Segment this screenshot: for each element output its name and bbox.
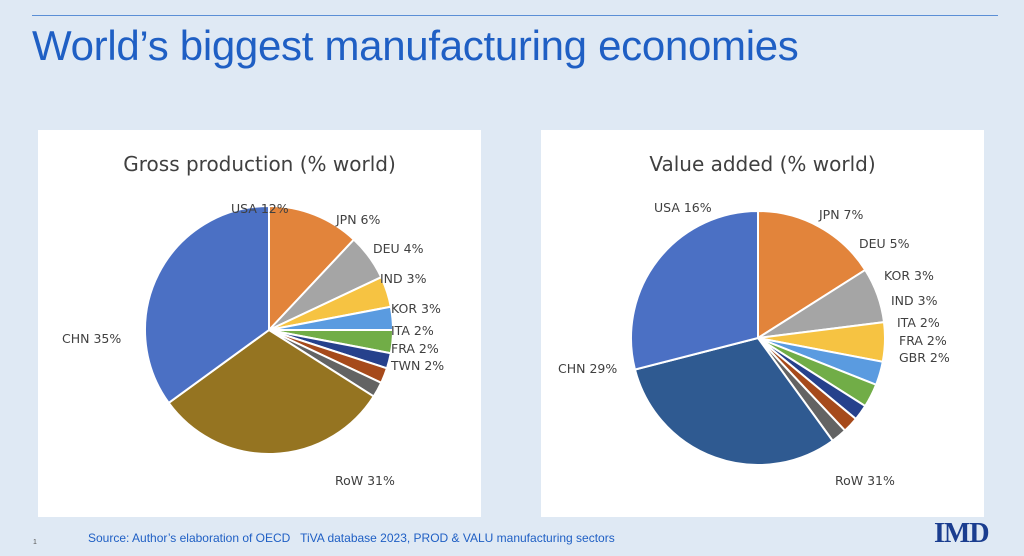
- value-added-pie-chart: Value added (% world) USA 16% JPN 7% DEU 5%…: [558, 152, 950, 488]
- slice-label-row: RoW 31%: [835, 473, 895, 488]
- page-number: 1: [33, 539, 37, 546]
- slide-title: World’s biggest manufacturing economies: [32, 22, 799, 69]
- slice-label-jpn: JPN 7%: [818, 207, 864, 222]
- slice-label-ind: IND 3%: [380, 271, 427, 286]
- pie-slice-row: [167, 328, 376, 456]
- slice-label-usa: USA 16%: [654, 200, 712, 215]
- gross-production-panel: Gross production (% world) USA 12% JPN 6% D…: [38, 130, 481, 517]
- slice-label-jpn: JPN 6%: [335, 212, 381, 227]
- pie-slice-row: [633, 336, 835, 466]
- slice-label-row: RoW 31%: [335, 473, 395, 488]
- pie-slice-chn: [630, 209, 759, 371]
- top-rule: [32, 15, 998, 16]
- slice-label-fra: FRA 2%: [899, 333, 947, 348]
- slice-label-deu: DEU 4%: [373, 241, 424, 256]
- slice-label-ita: ITA 2%: [897, 315, 940, 330]
- value-added-panel: Value added (% world) USA 16% JPN 7% DEU 5%…: [541, 130, 984, 517]
- chart-title: Gross production (% world): [123, 152, 396, 176]
- slice-label-usa: USA 12%: [231, 201, 289, 216]
- pie-slice-chn: [144, 204, 270, 405]
- slice-label-ita: ITA 2%: [391, 323, 434, 338]
- pie-slice-usa: [268, 204, 356, 333]
- slice-label-twn: TWN 2%: [390, 358, 444, 373]
- imd-logo: IMD: [934, 518, 990, 549]
- slice-label-deu: DEU 5%: [859, 236, 910, 251]
- slice-label-kor: KOR 3%: [391, 301, 441, 316]
- source-note: Source: Author’s elaboration of OECD TiV…: [88, 531, 615, 545]
- slice-label-chn: CHN 35%: [62, 331, 121, 346]
- chart-title: Value added (% world): [649, 152, 875, 176]
- slice-label-ind: IND 3%: [891, 293, 938, 308]
- pie-slice-usa: [757, 209, 867, 340]
- slice-label-fra: FRA 2%: [391, 341, 439, 356]
- slice-label-chn: CHN 29%: [558, 361, 617, 376]
- slice-label-kor: KOR 3%: [884, 268, 934, 283]
- gross-production-pie-chart: Gross production (% world) USA 12% JPN 6% D…: [62, 152, 444, 488]
- slice-label-gbr: GBR 2%: [899, 350, 950, 365]
